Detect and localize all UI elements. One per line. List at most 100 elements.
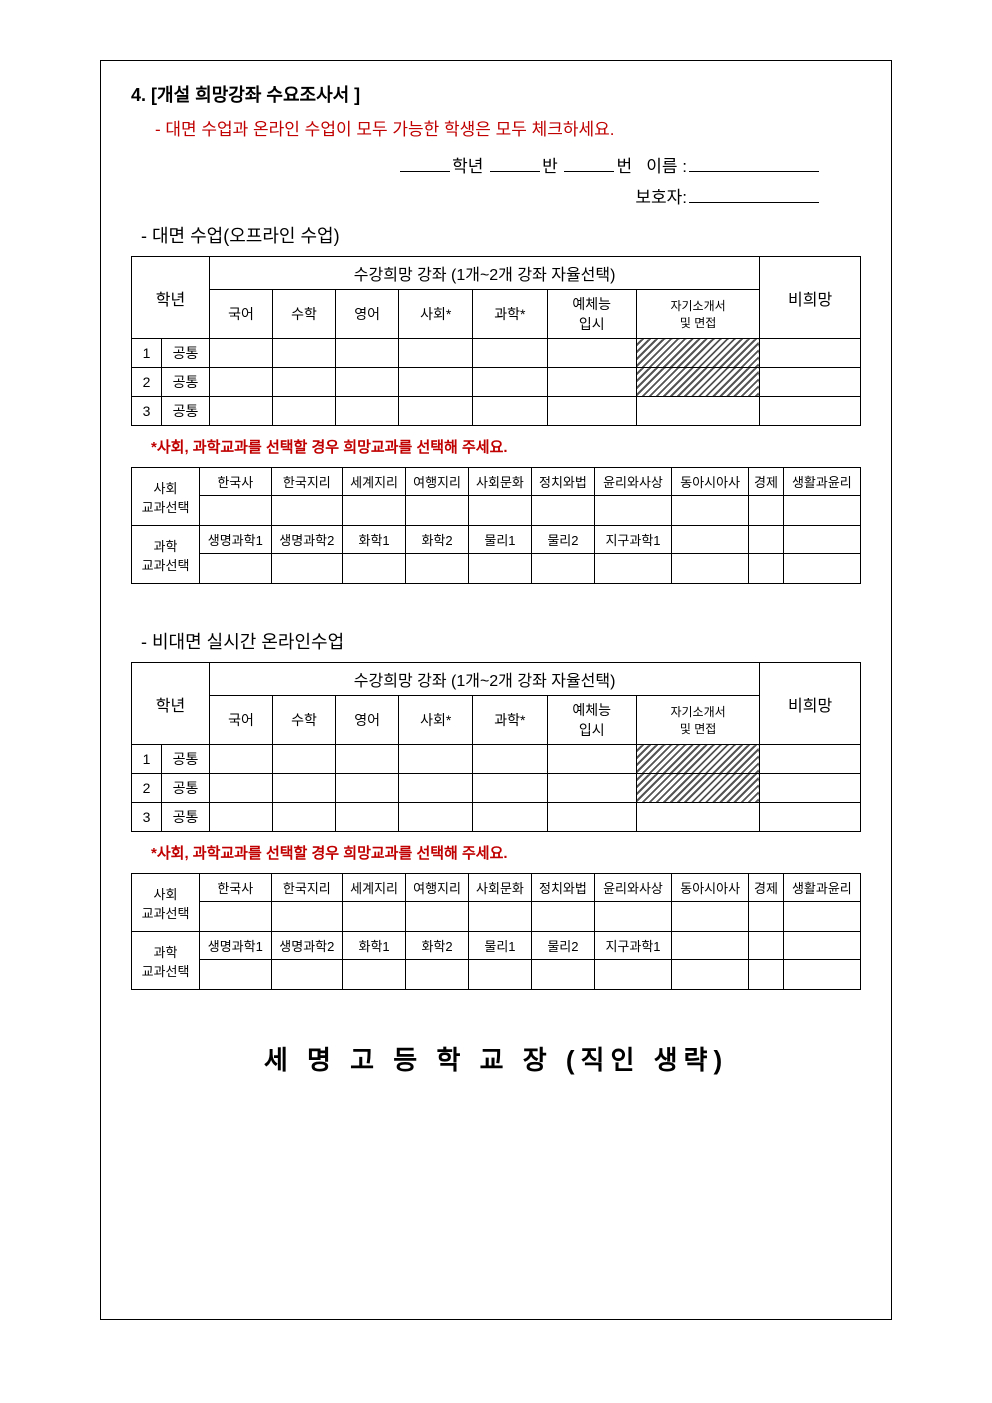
cell[interactable] bbox=[672, 960, 749, 990]
cell[interactable] bbox=[210, 397, 273, 426]
cell[interactable] bbox=[271, 902, 343, 932]
soc-3: 여행지리 bbox=[406, 468, 469, 496]
soc-0: 한국사 bbox=[200, 468, 272, 496]
offline-course-table: 학년 수강희망 강좌 (1개~2개 강좌 자율선택) 비희망 국어 수학 영어 … bbox=[131, 256, 861, 426]
cell[interactable] bbox=[473, 745, 547, 774]
col-social2: 사회* bbox=[399, 696, 473, 745]
cell[interactable] bbox=[406, 554, 469, 584]
name-blank[interactable] bbox=[689, 152, 819, 172]
cell[interactable] bbox=[531, 902, 594, 932]
cell[interactable] bbox=[547, 803, 636, 832]
cell[interactable] bbox=[273, 339, 336, 368]
cell[interactable] bbox=[336, 339, 399, 368]
cell[interactable] bbox=[749, 902, 783, 932]
cell[interactable] bbox=[672, 496, 749, 526]
cell[interactable] bbox=[473, 774, 547, 803]
cell[interactable] bbox=[336, 368, 399, 397]
cell[interactable] bbox=[399, 745, 473, 774]
cell[interactable] bbox=[636, 803, 759, 832]
cell[interactable] bbox=[760, 745, 861, 774]
cell[interactable] bbox=[749, 960, 783, 990]
cell[interactable] bbox=[210, 368, 273, 397]
cell[interactable] bbox=[594, 496, 671, 526]
col-arts2: 예체능 입시 bbox=[547, 696, 636, 745]
cell[interactable] bbox=[760, 774, 861, 803]
cell[interactable] bbox=[399, 339, 473, 368]
cell[interactable] bbox=[406, 496, 469, 526]
cell[interactable] bbox=[271, 960, 343, 990]
cell[interactable] bbox=[547, 368, 636, 397]
cell[interactable] bbox=[473, 803, 547, 832]
cell[interactable] bbox=[273, 745, 336, 774]
cell[interactable] bbox=[783, 554, 860, 584]
cell[interactable] bbox=[531, 960, 594, 990]
cell[interactable] bbox=[399, 803, 473, 832]
cell[interactable] bbox=[200, 960, 272, 990]
cell[interactable] bbox=[636, 397, 759, 426]
cell[interactable] bbox=[547, 339, 636, 368]
cell[interactable] bbox=[760, 368, 861, 397]
cell[interactable] bbox=[760, 397, 861, 426]
cell[interactable] bbox=[469, 496, 532, 526]
cell[interactable] bbox=[210, 774, 273, 803]
cell[interactable] bbox=[343, 554, 406, 584]
cell[interactable] bbox=[672, 554, 749, 584]
cell[interactable] bbox=[760, 803, 861, 832]
cell[interactable] bbox=[594, 960, 671, 990]
sci2-1: 생명과학2 bbox=[271, 932, 343, 960]
cell[interactable] bbox=[594, 554, 671, 584]
cell[interactable] bbox=[200, 496, 272, 526]
cell[interactable] bbox=[336, 774, 399, 803]
cell[interactable] bbox=[343, 960, 406, 990]
cell[interactable] bbox=[271, 554, 343, 584]
cell[interactable] bbox=[672, 902, 749, 932]
cell[interactable] bbox=[531, 496, 594, 526]
cell[interactable] bbox=[469, 902, 532, 932]
cell[interactable] bbox=[336, 745, 399, 774]
cell[interactable] bbox=[749, 554, 783, 584]
cell[interactable] bbox=[210, 745, 273, 774]
cell[interactable] bbox=[336, 803, 399, 832]
cell[interactable] bbox=[343, 496, 406, 526]
cell[interactable] bbox=[399, 774, 473, 803]
cell[interactable] bbox=[783, 960, 860, 990]
cell[interactable] bbox=[531, 554, 594, 584]
student-info-line: 학년 반 번 이름 : bbox=[131, 152, 861, 177]
cell[interactable] bbox=[760, 339, 861, 368]
section2-note: *사회, 과학교과를 선택할 경우 희망교과를 선택해 주세요. bbox=[151, 842, 861, 863]
soc2-9: 생활과윤리 bbox=[783, 874, 860, 902]
cell[interactable] bbox=[273, 803, 336, 832]
cell[interactable] bbox=[399, 368, 473, 397]
cell[interactable] bbox=[783, 496, 860, 526]
cell[interactable] bbox=[273, 368, 336, 397]
cell[interactable] bbox=[210, 339, 273, 368]
cell[interactable] bbox=[547, 774, 636, 803]
cell[interactable] bbox=[406, 902, 469, 932]
soc-1: 한국지리 bbox=[271, 468, 343, 496]
cell[interactable] bbox=[547, 745, 636, 774]
cell[interactable] bbox=[273, 774, 336, 803]
cell[interactable] bbox=[469, 554, 532, 584]
cell[interactable] bbox=[271, 496, 343, 526]
cell[interactable] bbox=[273, 397, 336, 426]
cell[interactable] bbox=[343, 902, 406, 932]
class-blank[interactable] bbox=[490, 152, 540, 172]
cell[interactable] bbox=[473, 397, 547, 426]
cell[interactable] bbox=[200, 902, 272, 932]
cell[interactable] bbox=[210, 803, 273, 832]
cell[interactable] bbox=[469, 960, 532, 990]
cell[interactable] bbox=[547, 397, 636, 426]
num-blank[interactable] bbox=[564, 152, 614, 172]
cell[interactable] bbox=[200, 554, 272, 584]
cell[interactable] bbox=[336, 397, 399, 426]
sci-4: 물리1 bbox=[469, 526, 532, 554]
cell[interactable] bbox=[406, 960, 469, 990]
cell[interactable] bbox=[594, 902, 671, 932]
grade-blank[interactable] bbox=[400, 152, 450, 172]
cell[interactable] bbox=[399, 397, 473, 426]
cell[interactable] bbox=[783, 902, 860, 932]
cell[interactable] bbox=[749, 496, 783, 526]
cell[interactable] bbox=[473, 368, 547, 397]
cell[interactable] bbox=[473, 339, 547, 368]
guardian-blank[interactable] bbox=[689, 183, 819, 203]
